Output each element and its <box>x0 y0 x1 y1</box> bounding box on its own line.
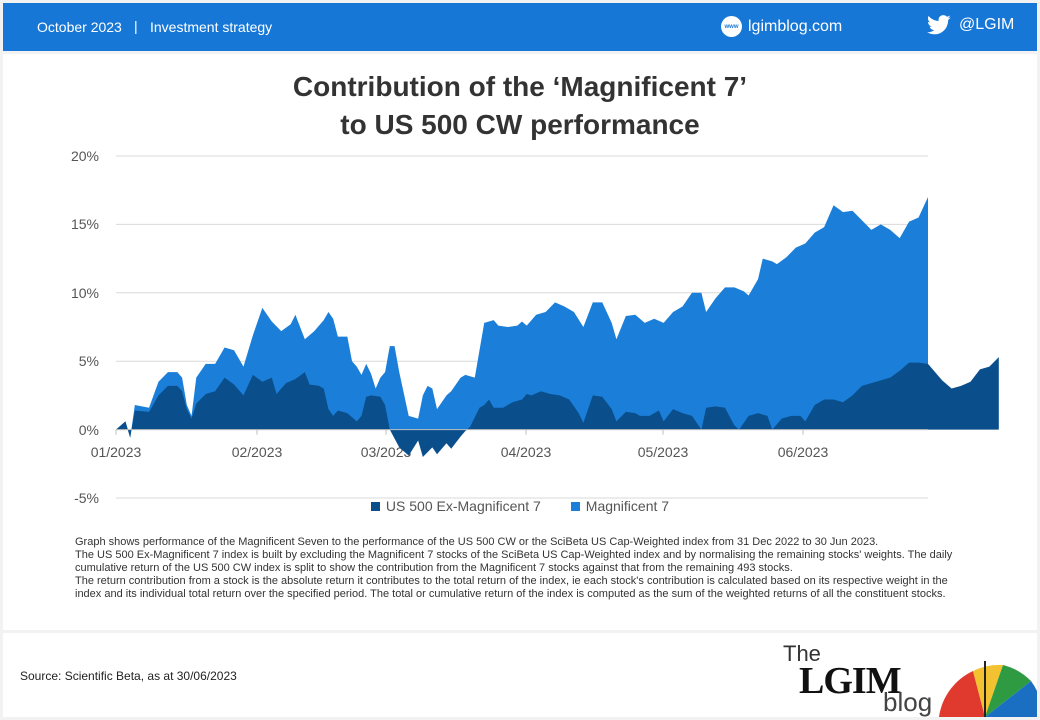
chart-plot <box>115 155 999 499</box>
x-tick-label: 05/2023 <box>637 443 689 460</box>
x-tick-label: 02/2023 <box>231 443 283 460</box>
y-tick-label: 5% <box>78 353 99 370</box>
header-date: October 2023 <box>37 19 122 35</box>
twitter-icon <box>927 15 951 35</box>
website-label: lgimblog.com <box>748 17 843 35</box>
legend-label-ex-mag7: US 500 Ex-Magnificent 7 <box>385 498 541 514</box>
y-tick-label: 20% <box>70 148 99 164</box>
umbrella-icon <box>939 661 1037 717</box>
footer: Source: Scientific Beta, as at 30/06/202… <box>3 633 1037 717</box>
chart-title-line1: Contribution of the ‘Magnificent 7’ <box>292 71 748 102</box>
chart-title-line2: to US 500 CW performance <box>340 109 700 140</box>
y-tick-label: 0% <box>78 421 99 438</box>
twitter-link[interactable]: @LGIM <box>927 15 1014 35</box>
series-area-us500-ex-mag7 <box>116 357 999 457</box>
chart-card: Contribution of the ‘Magnificent 7’ to U… <box>3 54 1037 630</box>
header-separator: | <box>134 18 138 34</box>
legend-item-ex-mag7: US 500 Ex-Magnificent 7 <box>370 498 541 514</box>
note-paragraph-2: The US 500 Ex-Magnificent 7 index is bui… <box>75 549 953 574</box>
legend-label-mag7: Magnificent 7 <box>585 498 670 514</box>
series-area-magnificent-7 <box>116 197 928 438</box>
x-tick-label: 01/2023 <box>90 443 142 460</box>
legend-item-mag7: Magnificent 7 <box>570 498 670 514</box>
y-tick-label: 15% <box>70 216 99 233</box>
legend-swatch-ex-mag7 <box>370 501 380 511</box>
website-link[interactable]: www lgimblog.com <box>721 16 842 37</box>
chart-notes: Graph shows performance of the Magnifice… <box>75 536 975 601</box>
y-tick-label: 10% <box>70 284 99 301</box>
chart-title: Contribution of the ‘Magnificent 7’ to U… <box>3 68 1037 144</box>
twitter-handle: @LGIM <box>959 16 1015 33</box>
www-icon: www <box>721 16 742 37</box>
legend-swatch-mag7 <box>570 501 580 511</box>
note-paragraph-1: Graph shows performance of the Magnifice… <box>75 536 879 548</box>
x-tick-label: 04/2023 <box>500 443 552 460</box>
chart-legend: US 500 Ex-Magnificent 7 Magnificent 7 <box>3 498 1037 514</box>
y-tick-label: -5% <box>74 490 99 506</box>
source-note: Source: Scientific Beta, as at 30/06/202… <box>20 669 237 683</box>
logo-blog: blog <box>883 687 933 717</box>
x-tick-label: 06/2023 <box>777 443 829 460</box>
header-bar: October 2023 | Investment strategy www l… <box>3 3 1037 51</box>
note-paragraph-3: The return contribution from a stock is … <box>75 575 948 600</box>
logo-main: LGIM <box>799 660 902 702</box>
x-tick-label: 03/2023 <box>360 443 412 460</box>
logo-the: The <box>783 641 821 666</box>
header-category[interactable]: Investment strategy <box>150 19 273 35</box>
